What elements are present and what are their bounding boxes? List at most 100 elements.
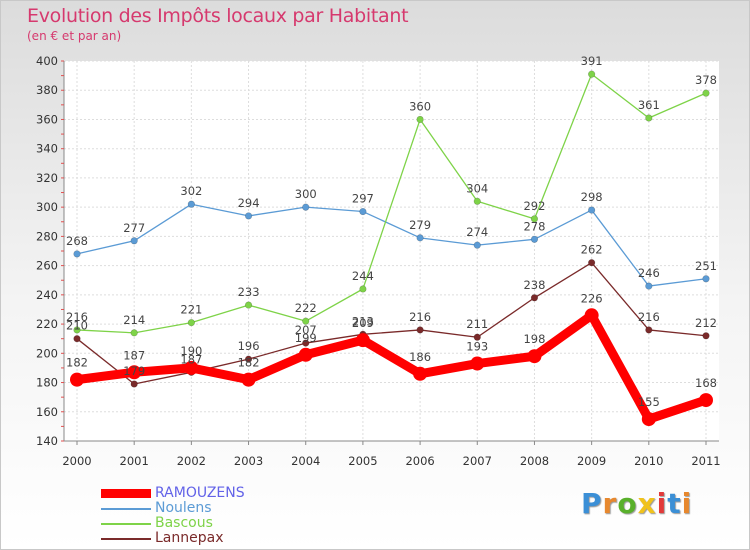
legend-label: RAMOUZENS — [155, 485, 245, 501]
data-point — [588, 259, 596, 267]
data-point — [416, 234, 424, 242]
data-point — [530, 215, 539, 223]
data-label: 361 — [638, 98, 660, 112]
data-point — [130, 380, 138, 388]
data-label: 216 — [66, 310, 88, 324]
legend-swatch — [101, 489, 151, 498]
data-label: 196 — [238, 339, 260, 353]
data-label: 251 — [695, 259, 717, 273]
data-label: 210 — [66, 319, 88, 333]
data-label: 216 — [638, 310, 660, 324]
labels-lannepax: 210 179 187 196 207 213 216 211 238 262 216 212 — [66, 243, 717, 378]
data-label: 179 — [123, 364, 145, 378]
data-label: 213 — [352, 314, 374, 328]
data-label: 186 — [409, 350, 431, 364]
axes: 140 160 180 200 220 240 260 280 300 320 340 360 380 4… — [36, 54, 721, 468]
data-point — [702, 275, 710, 283]
data-label: 168 — [695, 376, 717, 390]
logo-letter: r — [602, 487, 618, 520]
y-tick-label: 260 — [36, 259, 58, 273]
y-tick-label: 320 — [36, 171, 58, 185]
legend-label: Bascous — [155, 515, 213, 531]
data-point — [584, 308, 599, 323]
data-point — [645, 326, 653, 334]
data-point — [588, 206, 596, 214]
data-label: 216 — [409, 310, 431, 324]
data-point — [244, 212, 253, 220]
data-label: 222 — [295, 301, 317, 315]
x-tick-label: 2008 — [520, 454, 549, 468]
legend: RAMOUZENS Noulens Bascous Lannepax — [101, 486, 245, 546]
y-tick-label: 200 — [36, 346, 58, 360]
legend-swatch — [101, 522, 151, 525]
logo-letter: x — [637, 487, 657, 520]
series — [70, 70, 713, 427]
series-bascous — [73, 70, 710, 337]
series-line — [76, 73, 707, 334]
data-label: 226 — [581, 291, 603, 305]
logo-letter: P — [581, 487, 603, 520]
data-label: 297 — [352, 192, 374, 206]
x-tick-label: 2009 — [577, 454, 606, 468]
data-point — [527, 349, 542, 364]
data-point — [244, 355, 253, 363]
series-noulens — [73, 200, 710, 290]
data-label: 244 — [352, 269, 374, 283]
data-label: 193 — [466, 340, 488, 354]
data-point — [187, 200, 195, 208]
data-label: 155 — [638, 395, 660, 409]
data-point — [302, 203, 310, 211]
data-label: 182 — [66, 356, 88, 370]
data-label: 292 — [523, 199, 545, 213]
proxiti-logo: Proxiti — [581, 487, 692, 520]
x-tick-label: 2001 — [120, 454, 149, 468]
legend-label: Noulens — [155, 500, 212, 516]
y-tick-label: 380 — [36, 83, 58, 97]
y-tick-label: 180 — [36, 376, 58, 390]
data-point — [702, 89, 710, 97]
x-tick-label: 2003 — [234, 454, 263, 468]
data-point — [70, 372, 84, 387]
data-point — [244, 301, 253, 309]
y-tick-label: 140 — [36, 434, 58, 448]
data-label: 212 — [695, 316, 717, 330]
data-point — [473, 197, 481, 205]
labels-noulens: 268 277 302 294 300 297 279 274 278 298 246 251 — [66, 184, 717, 280]
data-point — [302, 339, 310, 347]
series-ramouzens — [70, 308, 713, 427]
x-tick-label: 2006 — [405, 454, 434, 468]
series-line — [76, 203, 707, 287]
legend-item-bascous: Bascous — [101, 516, 245, 531]
legend-label: Lannepax — [155, 530, 224, 546]
data-label: 246 — [638, 266, 660, 280]
x-tick-label: 2005 — [348, 454, 377, 468]
x-tick-label: 2010 — [634, 454, 663, 468]
data-label: 298 — [581, 190, 603, 204]
data-point — [641, 412, 656, 427]
data-point — [302, 317, 310, 325]
data-label: 304 — [466, 181, 488, 195]
data-point — [298, 347, 313, 362]
legend-item-noulens: Noulens — [101, 501, 245, 516]
data-label: 268 — [66, 234, 88, 248]
y-tick-label: 280 — [36, 229, 58, 243]
data-point — [359, 207, 367, 216]
data-point — [473, 333, 481, 341]
data-label: 221 — [180, 303, 202, 317]
series-line — [76, 262, 707, 385]
data-label: 391 — [581, 54, 603, 68]
data-label: 238 — [523, 278, 545, 292]
data-label: 198 — [523, 332, 545, 346]
data-label: 187 — [180, 352, 202, 366]
data-label: 207 — [295, 323, 317, 337]
data-point — [470, 356, 485, 371]
x-tick-label: 2002 — [177, 454, 206, 468]
data-point — [73, 335, 81, 343]
data-point — [416, 326, 424, 334]
data-label: 182 — [238, 356, 260, 370]
legend-item-lannepax: Lannepax — [101, 531, 245, 546]
data-label: 378 — [695, 73, 717, 87]
data-point — [645, 114, 653, 122]
y-tick-label: 300 — [36, 200, 58, 214]
